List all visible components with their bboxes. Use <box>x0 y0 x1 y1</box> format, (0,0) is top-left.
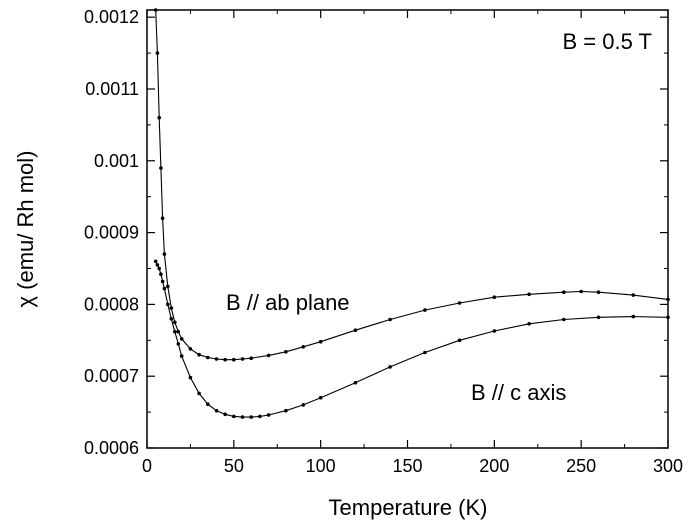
x-tick-label: 50 <box>224 456 244 476</box>
x-tick-label: 300 <box>653 456 683 476</box>
data-point <box>176 342 181 346</box>
data-point <box>266 413 271 417</box>
data-point <box>157 115 161 120</box>
data-point <box>169 306 174 310</box>
data-point <box>153 259 158 264</box>
data-point <box>240 415 245 419</box>
series-layer <box>153 8 670 419</box>
data-point <box>155 263 160 267</box>
data-point <box>258 414 262 419</box>
data-point <box>153 8 158 12</box>
data-point <box>527 322 531 326</box>
data-point <box>666 315 670 320</box>
x-tick-label: 150 <box>392 456 422 476</box>
x-tick-label: 0 <box>142 456 152 476</box>
data-point <box>353 328 358 333</box>
data-point <box>157 266 161 271</box>
data-point <box>388 317 392 322</box>
data-point <box>562 317 566 322</box>
data-point <box>214 357 219 361</box>
data-point <box>318 395 323 400</box>
series-label-c-axis: B // c axis <box>471 380 566 405</box>
data-point <box>492 295 497 300</box>
data-point <box>457 301 462 305</box>
x-tick-label: 250 <box>566 456 596 476</box>
x-tick-label: 100 <box>306 456 336 476</box>
y-ticks: 0.0006 0.0007 0.0008 0.0009 0.001 0.0011 0.001… <box>84 7 668 458</box>
data-point <box>492 329 497 333</box>
series-label-ab-plane: B // ab plane <box>226 290 350 315</box>
data-point <box>162 252 167 256</box>
data-point <box>284 408 288 413</box>
y-tick-label: 0.0008 <box>84 294 139 314</box>
data-point <box>197 391 201 396</box>
data-point <box>388 365 392 369</box>
y-tick-label: 0.001 <box>94 151 139 171</box>
data-point <box>179 337 184 341</box>
data-point <box>423 350 427 355</box>
data-point <box>159 166 163 170</box>
data-point <box>166 284 170 289</box>
data-point <box>206 402 210 407</box>
data-point <box>169 317 174 321</box>
y-axis-title: χ (emu/ Rh mol) <box>13 150 38 307</box>
data-point <box>223 412 227 417</box>
series-line-0 <box>155 9 669 361</box>
data-point <box>579 289 583 294</box>
data-point <box>457 338 462 343</box>
data-point <box>266 353 271 358</box>
y-tick-label: 0.0007 <box>84 366 139 386</box>
data-point <box>249 415 253 419</box>
data-point <box>249 356 253 361</box>
data-point <box>353 380 358 385</box>
data-point <box>223 357 227 362</box>
data-point <box>301 345 306 349</box>
annotation-field: B = 0.5 T <box>563 29 652 54</box>
data-point <box>214 408 219 413</box>
data-point <box>188 375 193 380</box>
data-point <box>318 339 323 344</box>
y-tick-label: 0.0006 <box>84 438 139 458</box>
data-point <box>240 357 245 361</box>
data-point <box>176 329 181 334</box>
y-tick-label: 0.0009 <box>84 223 139 243</box>
data-point <box>232 357 236 362</box>
data-point <box>527 292 531 297</box>
data-point <box>666 297 670 302</box>
data-point <box>562 290 566 295</box>
data-point <box>173 329 177 334</box>
x-axis-title: Temperature (K) <box>329 495 488 520</box>
data-point <box>160 279 165 284</box>
data-point <box>423 308 427 312</box>
x-ticks: 0 50 100 150 200 250 300 <box>142 10 683 476</box>
data-point <box>197 352 201 357</box>
data-point <box>155 51 160 55</box>
y-tick-label: 0.0011 <box>85 79 139 99</box>
data-point <box>160 216 165 220</box>
data-point <box>596 290 601 295</box>
data-point <box>179 354 184 358</box>
data-point <box>631 293 636 297</box>
data-point <box>162 286 167 291</box>
data-point <box>631 314 636 319</box>
data-point <box>173 320 177 325</box>
data-point <box>284 350 288 354</box>
y-tick-label: 0.0012 <box>84 7 139 27</box>
data-point <box>159 272 163 277</box>
data-point <box>188 347 193 351</box>
x-tick-label: 200 <box>479 456 509 476</box>
plot-frame <box>146 9 669 449</box>
series-line-1 <box>155 261 669 418</box>
data-point <box>596 315 601 320</box>
data-point <box>301 403 306 407</box>
data-point <box>232 414 236 419</box>
data-point <box>206 355 210 360</box>
data-point <box>166 302 170 307</box>
